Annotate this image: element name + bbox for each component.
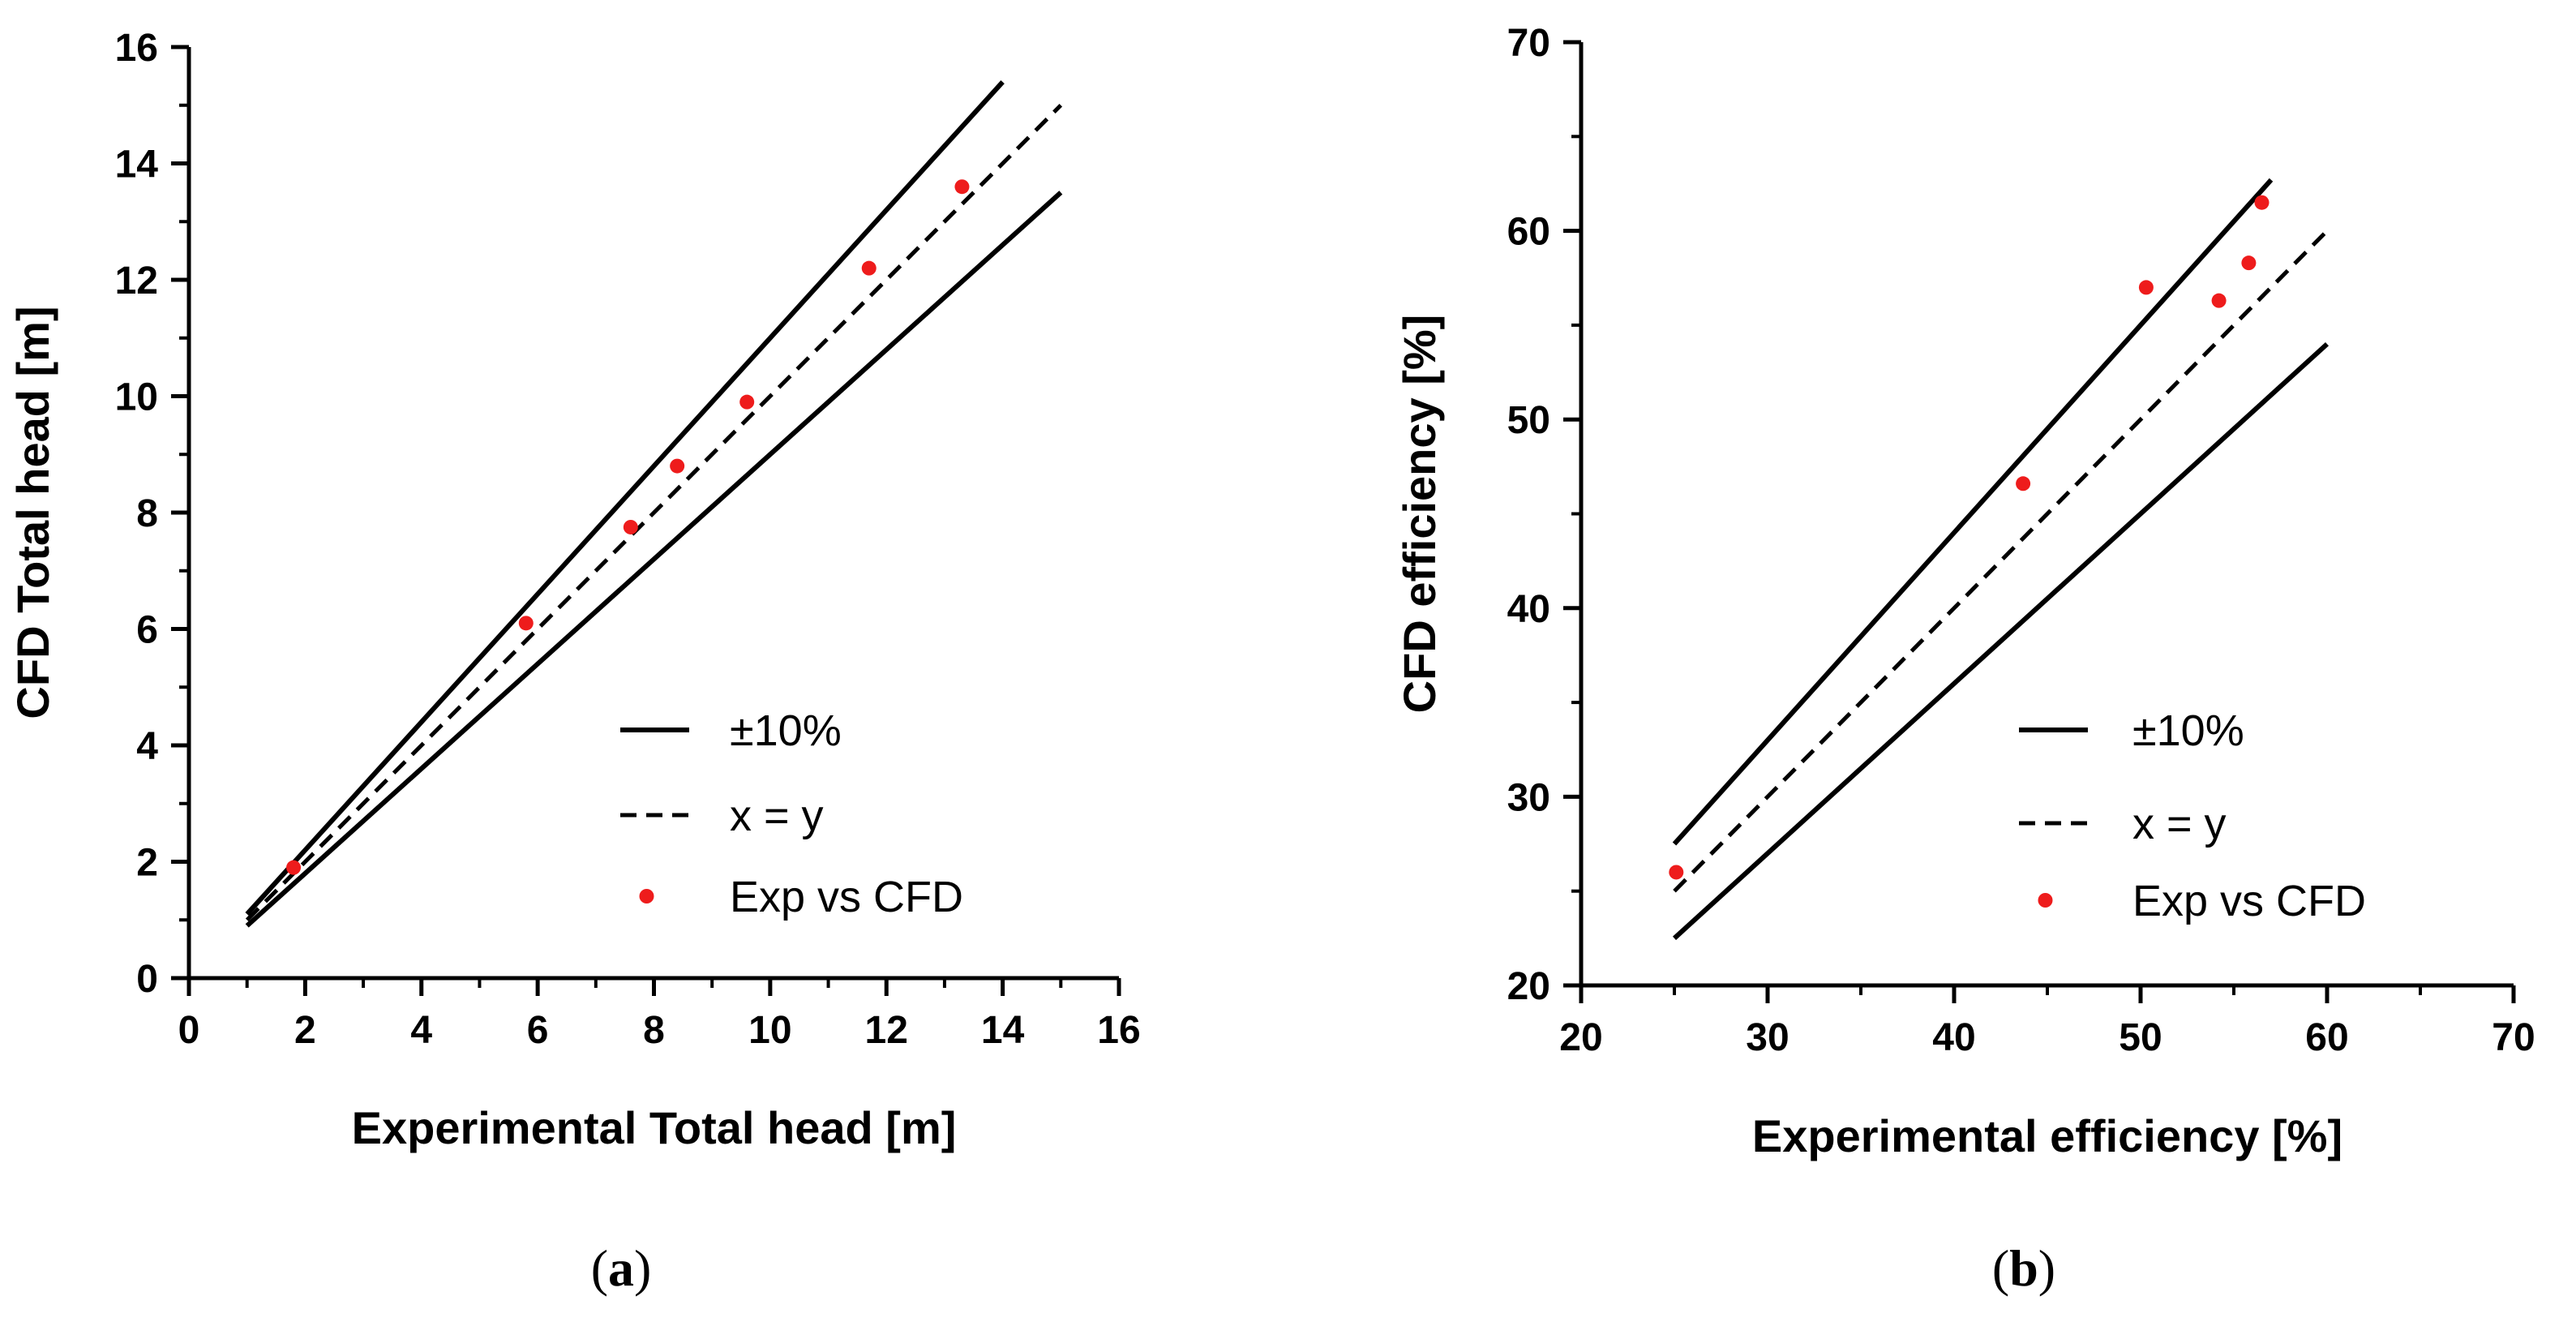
legend: ±10% x = y Exp vs CFD: [620, 706, 963, 921]
x-axis-title: Experimental efficiency [%]: [1752, 1110, 2342, 1161]
legend-marker-swatch: [639, 889, 654, 904]
data-point: [2016, 476, 2031, 491]
y-tick-label: 12: [115, 260, 158, 303]
y-tick-label: 0: [136, 958, 158, 1001]
x-tick-label: 40: [1932, 1016, 1975, 1059]
x-tick-label: 60: [2305, 1016, 2348, 1059]
panel-label-open-paren: (: [591, 1239, 608, 1297]
chart-b: 20 30 40 50 60 70 20 30 40 50 60 70 Experimental eff…: [1394, 22, 2535, 1297]
y-tick-label: 14: [115, 144, 159, 187]
x-tick-label: 14: [981, 1009, 1025, 1052]
tolerance-line-2: [1672, 341, 2330, 941]
x-tick-label: 8: [643, 1009, 665, 1052]
data-point: [2138, 280, 2154, 295]
x-tick-label: 70: [2492, 1016, 2535, 1059]
legend: ±10% x = y Exp vs CFD: [2019, 706, 2366, 925]
identity-line: [1673, 229, 2329, 893]
y-axis-title: CFD Total head [m]: [7, 306, 58, 719]
y-tick-label: 6: [136, 609, 158, 652]
x-tick-label: 10: [748, 1009, 791, 1052]
x-tick-label: 50: [2119, 1016, 2162, 1059]
data-point: [2211, 293, 2227, 308]
legend-label: x = y: [2132, 800, 2227, 848]
legend-marker-swatch: [2038, 893, 2053, 908]
panel-label: (a): [591, 1239, 652, 1297]
x-tick-label: 0: [178, 1009, 200, 1052]
y-tick-label: 8: [136, 492, 158, 535]
legend-label: ±10%: [730, 706, 842, 755]
tolerance-line-1: [1672, 178, 2274, 846]
x-tick-label: 16: [1097, 1009, 1140, 1052]
data-point: [518, 616, 534, 631]
legend-label: x = y: [730, 792, 824, 840]
x-tick-label: 30: [1746, 1016, 1789, 1059]
y-tick-label: 70: [1507, 22, 1550, 65]
data-point: [739, 394, 755, 410]
x-axis-title: Experimental Total head [m]: [352, 1102, 957, 1153]
x-tick-label: 6: [527, 1009, 549, 1052]
y-axis-title: CFD efficiency [%]: [1394, 315, 1445, 714]
y-tick-label: 60: [1507, 211, 1550, 254]
x-tick-label: 2: [294, 1009, 316, 1052]
data-point: [286, 860, 302, 875]
tolerance-line-2: [245, 191, 1063, 928]
panel-label: (b): [1992, 1239, 2055, 1297]
y-tick-label: 50: [1507, 399, 1550, 442]
legend-label: ±10%: [2132, 706, 2244, 755]
identity-line: [245, 103, 1063, 922]
y-tick-label: 40: [1507, 588, 1550, 631]
data-point: [2241, 255, 2257, 271]
chart-a: 0 2 4 6 8 10 12 14 16 0 2 4 6 8 10 12 14 16 Experimental T…: [7, 27, 1141, 1297]
panel-label-open-paren: (: [1992, 1239, 2009, 1297]
data-point: [623, 519, 638, 534]
panel-label-close-paren: ): [2038, 1239, 2055, 1297]
legend-label: Exp vs CFD: [730, 873, 963, 921]
data-point: [670, 458, 685, 474]
panel-label-close-paren: ): [634, 1239, 651, 1297]
y-tick-label: 10: [115, 376, 158, 419]
panel-label-letter: b: [2009, 1239, 2038, 1297]
y-tick-label: 4: [136, 725, 158, 768]
tolerance-line-1: [245, 80, 1005, 916]
y-tick-label: 20: [1507, 965, 1550, 1008]
data-point: [861, 260, 877, 276]
data-point: [1669, 865, 1684, 880]
x-tick-label: 20: [1559, 1016, 1602, 1059]
y-tick-label: 2: [136, 842, 158, 885]
data-point: [2254, 195, 2270, 210]
y-tick-label: 16: [115, 27, 158, 70]
x-tick-label: 12: [865, 1009, 908, 1052]
x-tick-label: 4: [410, 1009, 432, 1052]
y-tick-label: 30: [1507, 776, 1550, 819]
panel-label-letter: a: [608, 1239, 634, 1297]
legend-label: Exp vs CFD: [2132, 877, 2366, 925]
data-point: [954, 179, 970, 195]
